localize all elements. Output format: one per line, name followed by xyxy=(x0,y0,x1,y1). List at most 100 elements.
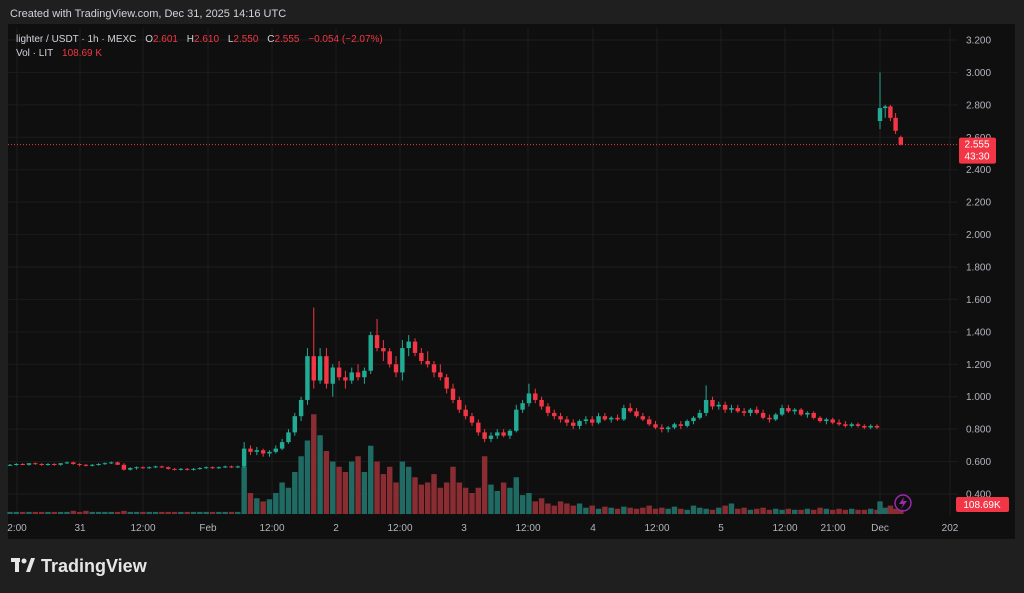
time-tick-label: 12:00 xyxy=(644,523,669,534)
volume-bar xyxy=(570,505,576,514)
candle-body xyxy=(457,399,462,410)
volume-bar xyxy=(754,508,760,514)
candle-body xyxy=(615,417,620,420)
volume-bar xyxy=(304,440,311,514)
candle-body xyxy=(741,411,747,413)
volume-bar xyxy=(133,511,140,514)
candle-body xyxy=(165,467,171,469)
candle-body xyxy=(646,419,652,425)
volume-bar xyxy=(76,511,83,514)
candle-body xyxy=(514,409,519,431)
high-value: 2.610 xyxy=(194,34,220,45)
volume-bar xyxy=(380,474,387,514)
candle-body xyxy=(877,108,883,122)
time-tick-label: 2 xyxy=(333,523,339,534)
candle-body xyxy=(52,464,57,466)
volume-bar xyxy=(792,509,798,514)
candle-body xyxy=(26,463,32,465)
volume-bar xyxy=(462,487,469,514)
volume-bar xyxy=(481,456,488,514)
candle-body xyxy=(735,408,740,412)
lightning-icon[interactable] xyxy=(894,494,912,512)
volume-bar xyxy=(735,508,741,514)
volume-bar xyxy=(709,509,716,514)
candle-body xyxy=(273,448,279,452)
candle-body xyxy=(862,425,867,428)
candle-body xyxy=(197,468,203,470)
open-value: 2.601 xyxy=(152,34,178,45)
volume-bar xyxy=(716,507,722,514)
candle-body xyxy=(400,348,405,373)
candle-body xyxy=(729,408,734,410)
volume-bar xyxy=(152,511,159,514)
time-tick-label: Feb xyxy=(199,523,217,534)
volume-bar xyxy=(399,461,406,514)
candle-body xyxy=(849,424,854,426)
volume-bar xyxy=(671,506,678,514)
volume-bar xyxy=(32,511,39,514)
volume-bar xyxy=(804,508,811,514)
price-tick-label: 0.800 xyxy=(966,425,991,436)
volume-bar xyxy=(589,505,595,514)
volume-bars xyxy=(7,414,904,514)
volume-bar xyxy=(405,466,412,514)
price-tick-label: 2.200 xyxy=(966,198,991,209)
volume-bar xyxy=(7,511,13,514)
low-value: 2.550 xyxy=(233,34,259,45)
price-tick-label: 3.200 xyxy=(966,36,991,47)
time-tick-label: 12:00 xyxy=(387,523,412,534)
candle-body xyxy=(381,348,386,352)
candle-body xyxy=(855,424,861,426)
volume-bar xyxy=(551,505,557,514)
candle-body xyxy=(45,464,51,466)
volume-bar xyxy=(235,511,241,514)
volume-bar xyxy=(374,461,380,514)
volume-bar xyxy=(159,511,165,514)
candle-body xyxy=(7,464,13,466)
candle-body xyxy=(279,442,285,449)
candle-body xyxy=(898,137,904,145)
candle-body xyxy=(305,356,310,400)
candle-body xyxy=(419,352,424,362)
tradingview-logo-text: TradingView xyxy=(41,556,147,576)
candle-body xyxy=(425,361,430,365)
price-tick-label: 1.000 xyxy=(966,392,991,403)
candle-body xyxy=(178,468,184,470)
candle-body xyxy=(545,406,551,413)
volume-bar xyxy=(450,466,456,514)
volume-bar xyxy=(741,507,747,514)
candle-body xyxy=(590,419,595,423)
volume-bar xyxy=(247,493,254,514)
volume-bar xyxy=(646,505,652,514)
volume-bar xyxy=(285,487,292,514)
volume-bar xyxy=(114,511,121,514)
time-tick-label: 12:00 xyxy=(515,523,540,534)
candle-body xyxy=(311,356,316,381)
candle-body xyxy=(627,408,633,412)
candle-body xyxy=(71,462,76,465)
candle-body xyxy=(748,409,753,413)
tradingview-logo-icon xyxy=(11,556,35,577)
volume-bar xyxy=(51,511,58,514)
candle-body xyxy=(248,448,253,452)
time-tick-label: 21:00 xyxy=(820,523,845,534)
volume-bar xyxy=(469,493,475,514)
candle-body xyxy=(552,412,557,417)
volume-bar xyxy=(108,511,114,514)
volume-bar xyxy=(576,503,583,514)
volume-bar xyxy=(386,466,393,514)
chart-panel[interactable] xyxy=(8,24,1015,539)
candle-body xyxy=(710,399,715,407)
price-tick-label: 2.400 xyxy=(966,165,991,176)
tradingview-logo[interactable]: TradingView xyxy=(11,556,147,577)
candle-body xyxy=(128,468,133,470)
candle-body xyxy=(33,463,38,465)
volume-label: Vol · LIT xyxy=(16,48,54,59)
volume-bar xyxy=(95,511,102,514)
candle-body xyxy=(722,404,728,410)
candle-body xyxy=(811,412,816,418)
time-tick-label: 5 xyxy=(718,523,724,534)
volume-bar xyxy=(102,511,108,514)
candle-body xyxy=(640,416,646,420)
